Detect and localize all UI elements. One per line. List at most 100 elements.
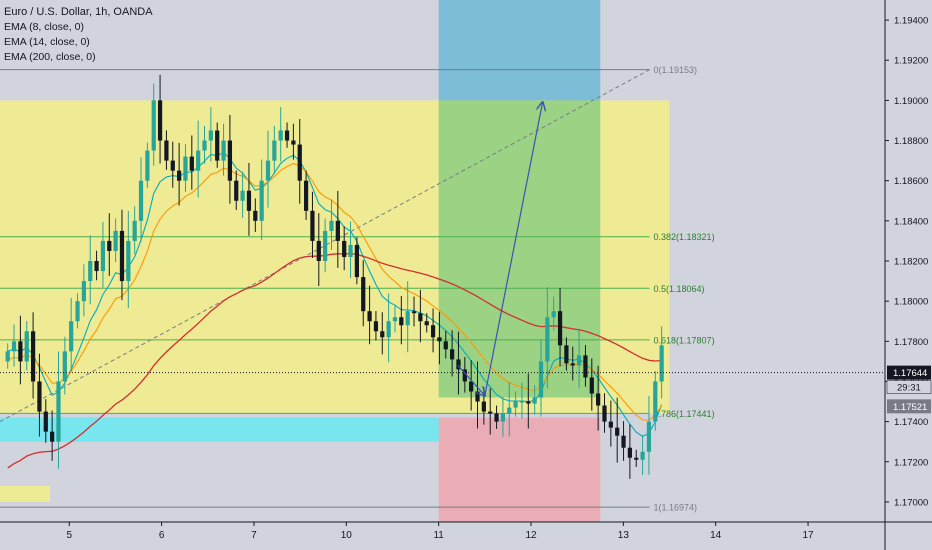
candle-body xyxy=(335,220,340,241)
candle-body xyxy=(113,230,118,251)
price-tick-label: 1.19400 xyxy=(894,16,928,27)
ema-14-line xyxy=(7,162,663,421)
candle-body xyxy=(589,377,594,394)
countdown-badge xyxy=(886,380,932,394)
time-tick-label: 17 xyxy=(802,530,814,541)
candle-body xyxy=(545,317,550,362)
price-axis-background xyxy=(885,0,932,550)
price-tick-label: 1.19200 xyxy=(894,56,928,67)
price-tick-label: 1.18000 xyxy=(894,297,928,308)
candle-body xyxy=(462,369,467,382)
candle-body xyxy=(291,140,296,145)
candle-body xyxy=(361,277,366,312)
candle-body xyxy=(532,397,537,404)
candle-body xyxy=(202,140,207,151)
time-tick-label: 7 xyxy=(251,530,257,541)
candle-body xyxy=(43,411,48,432)
candle-body xyxy=(81,281,86,302)
zone-loss xyxy=(438,417,601,522)
candle-body xyxy=(481,401,486,412)
candle-body xyxy=(208,130,213,141)
candle-body xyxy=(456,359,461,370)
candle-body xyxy=(576,355,582,366)
time-tick-label: 6 xyxy=(159,530,165,541)
candle-body xyxy=(596,393,601,406)
candle-body xyxy=(488,411,493,414)
candle-body xyxy=(557,311,563,346)
candle-body xyxy=(653,381,658,422)
candle-body xyxy=(18,341,23,362)
candle-body xyxy=(640,451,645,460)
candle-body xyxy=(348,244,353,257)
legend-ema-200[interactable]: EMA (200, close, 0) xyxy=(4,51,96,63)
candle-body xyxy=(564,345,569,364)
candle-body xyxy=(119,230,125,282)
candle-body xyxy=(265,160,271,181)
candle-body xyxy=(399,317,404,326)
candle-body xyxy=(646,421,652,452)
current-price-badge xyxy=(887,365,931,380)
candle-body xyxy=(278,130,283,141)
price-tick-label: 1.18200 xyxy=(894,257,928,268)
candle-body xyxy=(615,427,620,436)
candle-body xyxy=(392,317,398,322)
countdown-label: 29:31 xyxy=(897,383,921,394)
candle-body xyxy=(151,100,156,151)
fib-label: 0.382(1.18321) xyxy=(654,232,715,242)
candle-body xyxy=(30,331,36,382)
zone-target xyxy=(438,0,601,101)
candle-body xyxy=(94,261,99,272)
candle-body xyxy=(75,301,80,322)
candle-body xyxy=(621,435,626,448)
candle-body xyxy=(430,325,436,338)
zone-small-box xyxy=(0,485,51,502)
candle-body xyxy=(126,240,131,282)
fib-label: 1(1.16974) xyxy=(654,503,698,513)
forecast-arrow xyxy=(484,102,543,396)
time-tick-label: 14 xyxy=(710,530,722,541)
candle-body xyxy=(189,156,194,171)
candle-body xyxy=(170,160,175,171)
candle-body xyxy=(100,240,106,272)
indicator-legend: Euro / U.S. Dollar, 1h, OANDA EMA (8, cl… xyxy=(4,5,153,65)
candle-body xyxy=(500,413,506,422)
price-tick-label: 1.19000 xyxy=(894,96,928,107)
ema-lines xyxy=(7,151,663,469)
price-tick-label: 1.18800 xyxy=(894,136,928,147)
candle-body xyxy=(367,311,372,322)
legend-ema-8[interactable]: EMA (8, close, 0) xyxy=(4,21,84,33)
candle-body xyxy=(145,150,150,181)
price-tick-label: 1.17400 xyxy=(894,417,928,428)
candle-body xyxy=(221,140,226,161)
candle-body xyxy=(196,150,201,171)
time-tick-label: 5 xyxy=(66,530,72,541)
fib-label: 0.618(1.17807) xyxy=(654,335,715,345)
candle-body xyxy=(526,401,531,404)
candle-body xyxy=(88,261,93,282)
zone-profit xyxy=(438,100,601,398)
time-tick-label: 12 xyxy=(525,530,537,541)
candle-body xyxy=(37,381,42,412)
candle-body xyxy=(424,321,429,326)
candle-body xyxy=(450,349,455,360)
time-tick-label: 13 xyxy=(618,530,630,541)
candle-body xyxy=(69,321,74,352)
candle-body xyxy=(551,311,556,318)
candle-body xyxy=(24,331,29,362)
current-price-label: 1.17644 xyxy=(893,368,927,379)
symbol-title[interactable]: Euro / U.S. Dollar, 1h, OANDA xyxy=(4,6,153,18)
candle-body xyxy=(659,345,664,382)
candle-body xyxy=(157,100,163,141)
time-tick-label: 11 xyxy=(433,530,444,541)
candle-body xyxy=(437,337,442,342)
candle-body xyxy=(323,230,328,261)
candle-body xyxy=(5,351,10,362)
candle-body xyxy=(138,180,144,221)
candle-body xyxy=(310,210,315,241)
candle-body xyxy=(246,190,252,211)
candle-body xyxy=(329,220,334,231)
zone-support xyxy=(0,417,439,442)
legend-ema-14[interactable]: EMA (14, close, 0) xyxy=(4,36,90,48)
